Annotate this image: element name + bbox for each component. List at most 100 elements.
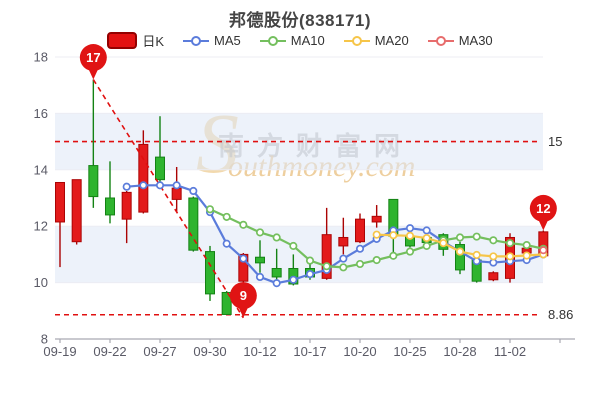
x-tick-label: 09-30 <box>193 344 226 359</box>
pin-label: 9 <box>240 288 247 303</box>
x-tick-label: 10-12 <box>243 344 276 359</box>
ma5-marker <box>239 254 248 263</box>
candle-body <box>205 251 215 295</box>
ma10-marker <box>355 259 365 269</box>
line-marker-icon <box>343 35 370 46</box>
x-tick-label: 09-19 <box>43 344 76 359</box>
ma20-marker <box>405 231 415 240</box>
candle-body <box>338 236 349 247</box>
candle-body <box>271 268 282 278</box>
ma10-marker <box>455 233 465 242</box>
candles <box>55 79 549 315</box>
ref-line-label: 8.86 <box>548 307 573 322</box>
ma10-marker <box>405 247 415 256</box>
pin-9: 9 <box>229 282 257 318</box>
x-axis: 09-19 09-22 09-27 09-30 10-12 10-17 10-20 10-25… <box>43 338 575 359</box>
ma5-marker <box>339 254 348 263</box>
ma10-marker <box>372 255 381 265</box>
legend-item-ma20[interactable]: MA20 <box>343 33 409 48</box>
y-tick-label: 14 <box>34 162 48 177</box>
y-tick-label: 10 <box>34 275 48 290</box>
legend-label: MA20 <box>374 33 409 48</box>
candle-body <box>255 256 265 264</box>
line-marker-icon <box>259 35 286 46</box>
line-marker-icon <box>183 35 210 46</box>
plot-background <box>55 56 543 284</box>
ma20-marker <box>455 247 465 256</box>
ref-line-label: 15 <box>548 134 562 149</box>
candle-body <box>71 179 82 243</box>
candle-body <box>188 197 199 251</box>
ma10-marker <box>422 241 431 250</box>
ma10-marker <box>239 220 248 229</box>
legend-item-日k[interactable]: 日K <box>107 31 164 50</box>
ma5-marker <box>305 270 315 279</box>
x-tick-label: 11-02 <box>494 344 526 359</box>
y-tick-label: 16 <box>34 106 48 121</box>
ma10-marker <box>322 262 331 271</box>
x-tick-label: 10-25 <box>393 344 426 359</box>
candle-body <box>171 187 182 200</box>
ma5-marker <box>139 181 148 190</box>
y-tick-label: 12 <box>34 219 48 234</box>
ma5-line <box>122 181 548 288</box>
ma5-marker <box>222 239 231 248</box>
ma20-marker <box>489 252 498 261</box>
candle-body <box>55 181 65 223</box>
candle-body <box>355 218 365 243</box>
ma20-marker <box>372 230 381 239</box>
ma5-marker <box>355 244 365 253</box>
chart-legend: 日K MA5 MA10 MA20 MA30 <box>0 31 600 50</box>
pin-12: 12 <box>529 194 557 231</box>
ma10-marker <box>472 232 481 241</box>
legend-label: MA10 <box>290 33 325 48</box>
ma10-marker <box>205 205 215 214</box>
line-marker-icon <box>427 35 454 46</box>
pin-label: 12 <box>536 201 550 216</box>
ma10-marker <box>222 212 231 221</box>
ma5-marker <box>255 272 265 282</box>
ma10-marker <box>389 251 398 260</box>
x-tick-label: 10-20 <box>343 344 376 359</box>
pin-17: 17 <box>79 44 107 80</box>
ma20-marker <box>505 252 515 261</box>
ma10-marker <box>255 228 265 237</box>
ma10-marker <box>505 239 515 248</box>
y-tick-label: 18 <box>34 50 48 65</box>
candle-swatch-icon <box>107 32 138 49</box>
pin-label: 17 <box>86 50 100 65</box>
ma5-marker <box>422 226 431 235</box>
y-axis: 8 10 12 14 16 18 <box>34 50 48 347</box>
ma5-marker <box>172 181 181 190</box>
ma5-marker <box>272 279 281 288</box>
ma20-marker <box>389 231 398 240</box>
y-tick-label: 8 <box>41 332 48 347</box>
reference-lines: 158.86 <box>55 134 573 322</box>
page-title: 邦德股份(838171) <box>228 11 372 30</box>
ma20-marker <box>439 239 448 248</box>
ma10-marker <box>489 236 498 245</box>
ma10-marker <box>522 241 531 250</box>
legend-label: MA30 <box>458 33 493 48</box>
x-tick-label: 09-27 <box>143 344 176 359</box>
candle-body <box>121 191 132 220</box>
candle-body <box>221 291 232 315</box>
x-tick-label: 10-17 <box>293 344 326 359</box>
candle-body <box>155 156 165 181</box>
trend-line <box>92 79 245 319</box>
ma10-marker <box>339 263 348 272</box>
x-tick-label: 09-22 <box>93 344 126 359</box>
ma30-line <box>539 246 548 255</box>
ma30-marker <box>539 246 548 255</box>
ma10-marker <box>272 233 281 242</box>
legend-item-ma5[interactable]: MA5 <box>183 33 241 48</box>
ma20-marker <box>472 250 481 260</box>
candle-body <box>455 244 465 271</box>
x-tick-label: 10-28 <box>443 344 476 359</box>
legend-item-ma10[interactable]: MA10 <box>259 33 325 48</box>
ma5-marker <box>155 181 165 190</box>
legend-label: 日K <box>142 34 165 49</box>
legend-item-ma30[interactable]: MA30 <box>427 33 493 48</box>
